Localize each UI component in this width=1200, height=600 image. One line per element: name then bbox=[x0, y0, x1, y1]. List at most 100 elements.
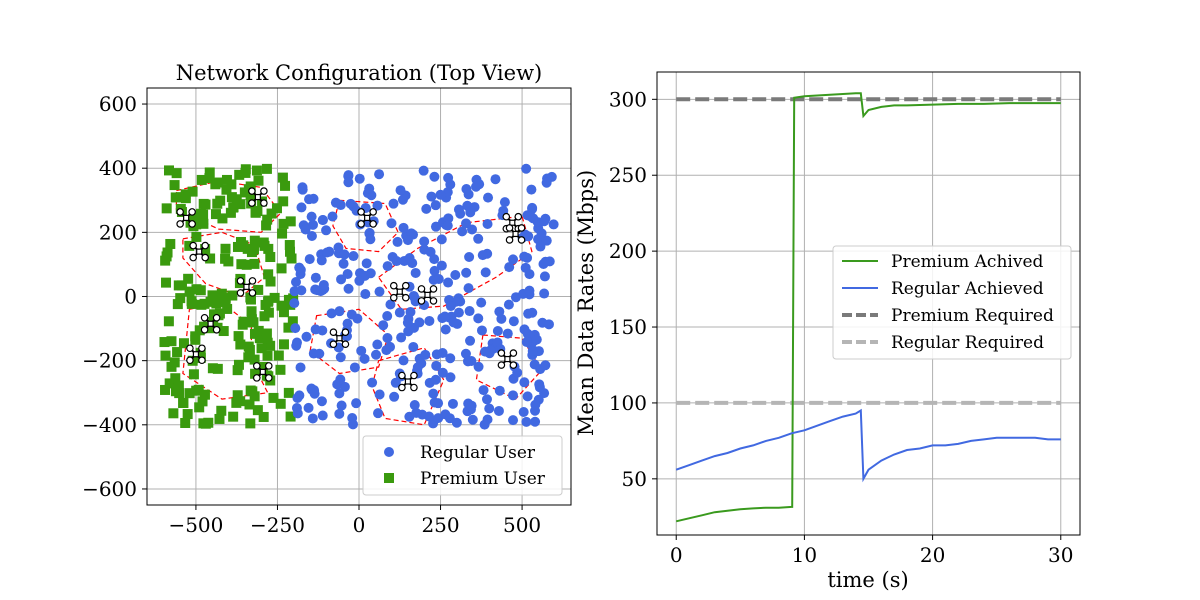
regular-user-point bbox=[330, 197, 341, 208]
premium-user-point bbox=[235, 236, 246, 247]
premium-user-point bbox=[227, 290, 238, 301]
regular-user-point bbox=[518, 406, 529, 417]
premium-user-point bbox=[285, 246, 296, 257]
right-y-tick-label: 50 bbox=[622, 467, 647, 491]
regular-user-point bbox=[436, 234, 447, 245]
premium-user-point bbox=[175, 293, 186, 304]
right-y-tick-label: 300 bbox=[609, 87, 647, 111]
premium-user-point bbox=[280, 180, 291, 191]
premium-user-point bbox=[159, 337, 170, 348]
premium-user-point bbox=[184, 286, 195, 297]
regular-user-point bbox=[436, 260, 447, 271]
regular-user-point bbox=[335, 352, 346, 363]
premium-user-point bbox=[245, 190, 256, 201]
premium-user-point bbox=[207, 290, 218, 301]
regular-user-point bbox=[338, 258, 349, 269]
premium-user-point bbox=[242, 243, 253, 254]
premium-user-point bbox=[262, 214, 273, 225]
premium-user-point bbox=[231, 194, 242, 205]
premium-user-point bbox=[191, 231, 202, 242]
regular-user-point bbox=[317, 215, 328, 226]
premium-user-point bbox=[252, 206, 263, 217]
regular-user-point bbox=[333, 242, 344, 253]
premium-user-point bbox=[259, 240, 270, 251]
premium-user-point bbox=[265, 276, 276, 287]
regular-user-point bbox=[494, 306, 505, 317]
premium-user-point bbox=[176, 280, 187, 291]
premium-user-point bbox=[245, 385, 256, 396]
regular-user-point bbox=[476, 325, 487, 336]
regular-user-point bbox=[430, 200, 441, 211]
premium-user-point bbox=[277, 172, 288, 183]
premium-user-point bbox=[166, 361, 177, 372]
premium-user-point bbox=[196, 299, 207, 310]
premium-user-point bbox=[178, 338, 189, 349]
regular-user-point bbox=[445, 301, 456, 312]
regular-user-point bbox=[530, 416, 541, 427]
premium-user-point bbox=[246, 314, 257, 325]
premium-user-point bbox=[232, 365, 243, 376]
legend-regular-user-label: Regular User bbox=[420, 443, 536, 463]
legend-premium-user-marker bbox=[384, 473, 394, 483]
regular-user-point bbox=[389, 391, 400, 402]
premium-user-point bbox=[256, 343, 267, 354]
premium-user-point bbox=[166, 336, 177, 347]
premium-user-point bbox=[285, 411, 296, 422]
regular-user-point bbox=[429, 397, 440, 408]
regular-user-point bbox=[373, 408, 384, 419]
premium-user-point bbox=[283, 322, 294, 333]
regular-user-point bbox=[304, 254, 315, 265]
premium-user-point bbox=[195, 285, 206, 296]
regular-user-point bbox=[361, 258, 372, 269]
regular-user-point bbox=[398, 222, 409, 233]
regular-user-point bbox=[290, 323, 301, 334]
premium-user-point bbox=[278, 307, 289, 318]
premium-user-point bbox=[218, 326, 229, 337]
regular-user-point bbox=[503, 299, 514, 310]
regular-user-point bbox=[425, 246, 436, 257]
premium-user-point bbox=[251, 165, 262, 176]
premium-user-point bbox=[173, 380, 184, 391]
regular-user-point bbox=[296, 202, 307, 213]
regular-user-point bbox=[292, 408, 303, 419]
premium-user-point bbox=[231, 397, 242, 408]
regular-user-point bbox=[478, 385, 489, 396]
regular-user-point bbox=[374, 389, 385, 400]
regular-user-point bbox=[430, 374, 441, 385]
premium-user-point bbox=[170, 192, 181, 203]
premium-user-point bbox=[187, 186, 198, 197]
left-y-tick-label: 600 bbox=[99, 92, 137, 116]
premium-user-point bbox=[253, 175, 264, 186]
regular-user-point bbox=[306, 211, 317, 222]
regular-user-point bbox=[524, 285, 535, 296]
premium-user-point bbox=[182, 409, 193, 420]
premium-user-point bbox=[194, 402, 205, 413]
premium-user-point bbox=[205, 253, 216, 264]
premium-user-point bbox=[216, 405, 227, 416]
regular-user-point bbox=[429, 171, 440, 182]
regular-user-point bbox=[429, 265, 440, 276]
premium-user-point bbox=[204, 323, 215, 334]
regular-user-point bbox=[469, 202, 480, 213]
premium-user-point bbox=[210, 179, 221, 190]
regular-user-point bbox=[481, 394, 492, 405]
left-legend: Regular User Premium User bbox=[362, 435, 563, 496]
regular-user-point bbox=[385, 341, 396, 352]
regular-user-point bbox=[359, 353, 370, 364]
regular-user-point bbox=[382, 332, 393, 343]
premium-user-point bbox=[269, 292, 280, 303]
premium-user-point bbox=[259, 311, 270, 322]
regular-user-point bbox=[439, 311, 450, 322]
left-chart-title: Network Configuration (Top View) bbox=[176, 61, 543, 85]
regular-user-point bbox=[541, 177, 552, 188]
uav-icon bbox=[398, 371, 418, 392]
premium-user-point bbox=[265, 252, 276, 263]
regular-user-point bbox=[424, 411, 435, 422]
premium-user-point bbox=[172, 299, 183, 310]
regular-user-point bbox=[354, 268, 365, 279]
premium-user-point bbox=[250, 368, 261, 379]
premium-user-point bbox=[188, 213, 199, 224]
premium-user-point bbox=[283, 294, 294, 305]
premium-user-point bbox=[220, 292, 231, 303]
premium-user-point bbox=[217, 213, 228, 224]
